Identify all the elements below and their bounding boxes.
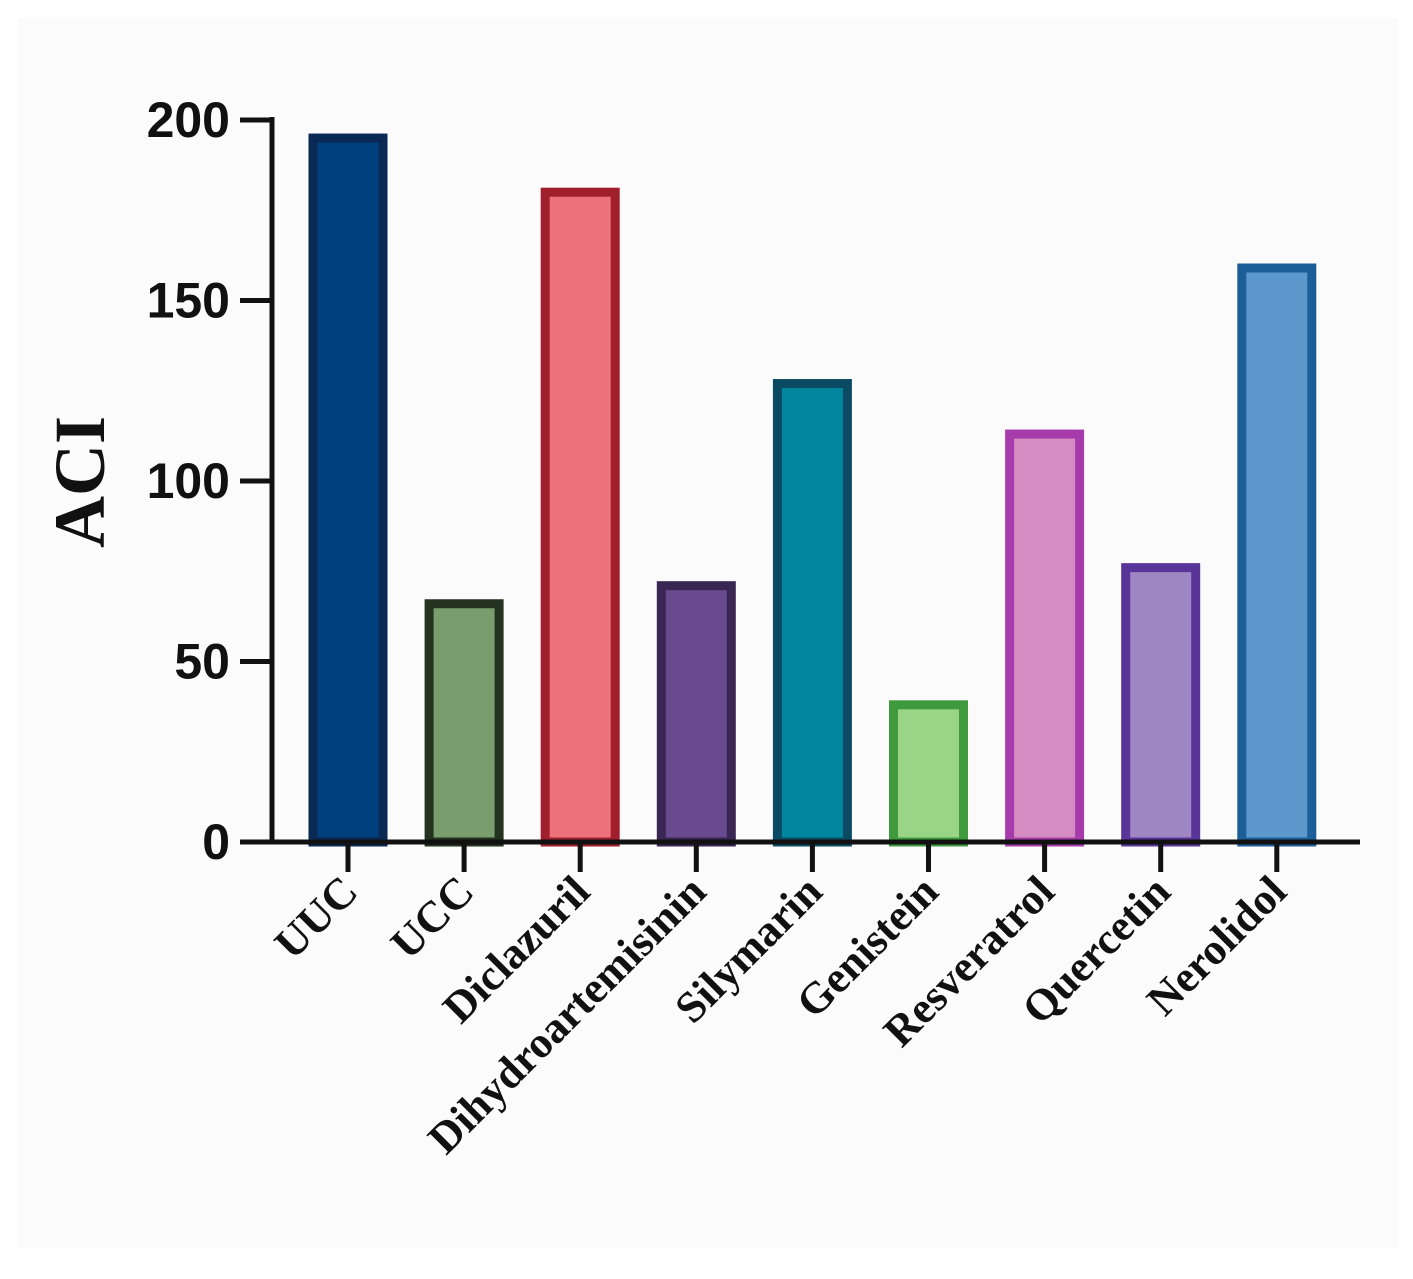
bar-resveratrol: [1005, 429, 1085, 847]
y-tick-label-3: 150: [147, 273, 230, 329]
y-tick-label-0: 0: [202, 814, 230, 870]
bar-silymarin: [772, 379, 852, 847]
y-tick-label-4: 200: [147, 92, 230, 148]
y-tick-label-1: 50: [174, 634, 230, 690]
bar-quercetin: [1121, 563, 1201, 847]
bar-dihydroartemisinin: [656, 581, 736, 847]
bar-uuc: [308, 133, 388, 847]
x-label-uuc: UUC: [265, 866, 367, 968]
category-labels: UUC UCCDiclazurilDihydroartemisininSilyma…: [265, 866, 1296, 1163]
bar-genistein: [889, 700, 968, 847]
bars: [308, 133, 1317, 847]
axes: [240, 117, 1360, 872]
x-label-ucc: UCC: [381, 866, 483, 968]
y-axis-title: ACI: [40, 416, 120, 548]
bar-ucc: [424, 599, 504, 847]
bar-nerolidol: [1237, 263, 1317, 847]
y-tick-label-2: 100: [147, 453, 230, 509]
bar-diclazuril: [540, 187, 620, 847]
y-axis-ticks: 0 50 100 150 200: [147, 92, 272, 870]
